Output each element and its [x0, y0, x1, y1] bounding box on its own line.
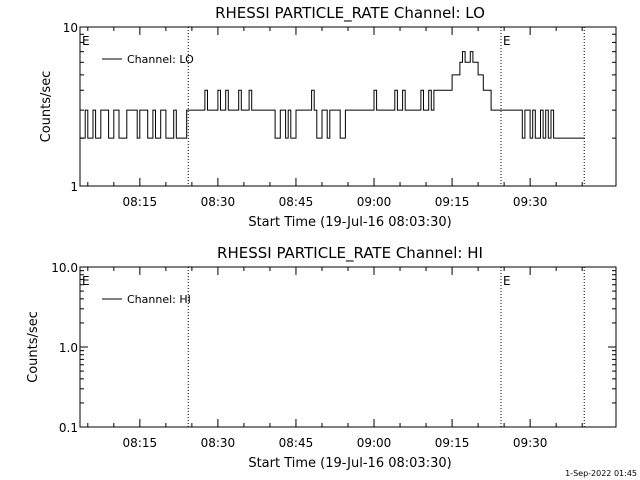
y-axis-label: Counts/sec [26, 311, 41, 383]
y-tick-label: 1.0 [59, 341, 78, 355]
x-tick-label: 09:15 [435, 195, 470, 209]
event-marker: E [82, 34, 90, 48]
x-tick-label: 09:00 [357, 436, 392, 450]
plot-frame [79, 266, 617, 428]
data-series-line [80, 51, 585, 139]
footer-timestamp: 1-Sep-2022 01:45 [565, 469, 637, 478]
x-tick-label: 09:30 [513, 436, 548, 450]
legend-label: Channel: LO [127, 53, 194, 66]
event-marker: E [82, 274, 90, 288]
x-tick-label: 08:30 [201, 436, 236, 450]
x-tick-label: 08:45 [279, 436, 314, 450]
x-tick-label: 09:00 [357, 195, 392, 209]
event-marker: E [503, 274, 511, 288]
chart-panel-0: RHESSI PARTICLE_RATE Channel: LO 08:15 08:… [39, 4, 617, 230]
chart-title: RHESSI PARTICLE_RATE Channel: LO [215, 4, 485, 23]
x-tick-label: 08:15 [123, 195, 158, 209]
y-tick-label: 0.1 [59, 421, 78, 435]
x-tick-label: 08:45 [279, 195, 314, 209]
chart-title: RHESSI PARTICLE_RATE Channel: HI [217, 244, 483, 263]
x-tick-label: 09:30 [513, 195, 548, 209]
x-axis-label: Start Time (19-Jul-16 08:03:30) [248, 215, 451, 230]
y-tick-label: 10.0 [51, 261, 78, 275]
chart-panel-1: RHESSI PARTICLE_RATE Channel: HI 08:15 08:… [26, 244, 617, 471]
x-tick-label: 08:30 [201, 195, 236, 209]
x-tick-label: 08:15 [123, 436, 158, 450]
y-tick-label: 10 [63, 21, 78, 35]
x-tick-label: 09:15 [435, 436, 470, 450]
plot-frame [79, 26, 617, 187]
y-tick-label: 1 [70, 180, 78, 194]
event-marker: E [503, 34, 511, 48]
y-axis-label: Counts/sec [39, 71, 54, 143]
x-axis-label: Start Time (19-Jul-16 08:03:30) [248, 456, 451, 471]
legend-label: Channel: HI [127, 293, 191, 306]
